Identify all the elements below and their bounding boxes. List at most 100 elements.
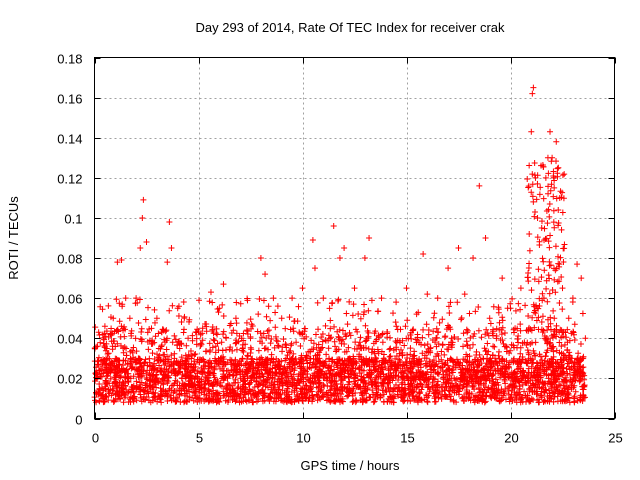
data-point bbox=[332, 348, 339, 355]
data-point bbox=[471, 386, 478, 393]
data-point bbox=[165, 369, 172, 376]
data-point bbox=[545, 323, 552, 330]
data-point bbox=[426, 363, 433, 370]
data-point bbox=[262, 271, 269, 278]
data-point bbox=[114, 382, 121, 389]
data-point bbox=[529, 359, 536, 366]
data-point bbox=[561, 245, 568, 252]
data-point bbox=[361, 308, 368, 315]
data-point bbox=[344, 393, 351, 400]
data-point bbox=[433, 335, 440, 342]
axis-ticks bbox=[94, 57, 616, 420]
data-point bbox=[529, 181, 536, 188]
data-point bbox=[363, 397, 370, 404]
data-point bbox=[485, 348, 492, 355]
data-point bbox=[569, 295, 576, 302]
data-point bbox=[118, 365, 125, 372]
data-point bbox=[346, 329, 353, 336]
data-point bbox=[187, 377, 194, 384]
data-point bbox=[211, 337, 218, 344]
data-point bbox=[548, 332, 555, 339]
data-point bbox=[137, 360, 144, 367]
data-point bbox=[533, 302, 540, 309]
data-point bbox=[165, 378, 172, 385]
data-point bbox=[482, 398, 489, 405]
data-point bbox=[120, 357, 127, 364]
data-point bbox=[118, 373, 125, 380]
data-point bbox=[418, 397, 425, 404]
data-point bbox=[334, 328, 341, 335]
data-point bbox=[197, 356, 204, 363]
data-point bbox=[112, 395, 119, 402]
data-point bbox=[537, 374, 544, 381]
data-point bbox=[402, 323, 409, 330]
data-point bbox=[484, 340, 491, 347]
data-point bbox=[488, 373, 495, 380]
data-point bbox=[515, 339, 522, 346]
data-point bbox=[545, 183, 552, 190]
data-point bbox=[329, 382, 336, 389]
data-point bbox=[236, 367, 243, 374]
data-point bbox=[532, 174, 539, 181]
data-point bbox=[242, 341, 249, 348]
data-point bbox=[487, 320, 494, 327]
data-point bbox=[125, 375, 132, 382]
data-point bbox=[380, 371, 387, 378]
data-point bbox=[410, 378, 417, 385]
data-point bbox=[318, 384, 325, 391]
data-point bbox=[369, 381, 376, 388]
data-point bbox=[482, 331, 489, 338]
data-point bbox=[414, 337, 421, 344]
data-point bbox=[215, 309, 222, 316]
data-point bbox=[464, 366, 471, 373]
data-point bbox=[507, 395, 514, 402]
y-tick-label: 0.02 bbox=[57, 372, 82, 387]
data-point bbox=[505, 374, 512, 381]
data-point bbox=[497, 337, 504, 344]
data-point bbox=[558, 343, 565, 350]
data-point bbox=[474, 362, 481, 369]
data-point bbox=[513, 383, 520, 390]
data-point bbox=[307, 386, 314, 393]
data-point bbox=[113, 357, 120, 364]
data-point bbox=[553, 138, 560, 145]
data-point bbox=[150, 384, 157, 391]
data-point bbox=[562, 396, 569, 403]
data-point bbox=[397, 359, 404, 366]
data-point bbox=[571, 336, 578, 343]
data-point bbox=[244, 353, 251, 360]
data-point bbox=[473, 348, 480, 355]
data-point bbox=[116, 318, 123, 325]
data-point bbox=[357, 354, 364, 361]
data-point bbox=[364, 327, 371, 334]
data-point bbox=[137, 245, 144, 252]
data-point bbox=[561, 397, 568, 404]
data-point bbox=[446, 310, 453, 317]
data-point bbox=[461, 291, 468, 298]
data-point bbox=[170, 382, 177, 389]
data-point bbox=[397, 369, 404, 376]
data-point bbox=[120, 399, 127, 406]
data-point bbox=[576, 358, 583, 365]
data-point bbox=[338, 367, 345, 374]
data-point bbox=[558, 327, 565, 334]
data-point bbox=[479, 393, 486, 400]
data-point bbox=[524, 392, 531, 399]
data-point bbox=[396, 350, 403, 357]
data-point bbox=[162, 372, 169, 379]
data-point bbox=[438, 356, 445, 363]
data-point bbox=[199, 337, 206, 344]
data-point bbox=[303, 353, 310, 360]
data-point bbox=[128, 330, 134, 337]
data-point bbox=[120, 325, 127, 332]
data-point bbox=[574, 397, 581, 404]
data-point bbox=[363, 361, 370, 368]
data-point bbox=[453, 356, 460, 363]
data-point bbox=[257, 255, 264, 262]
data-point bbox=[246, 380, 253, 387]
data-point bbox=[282, 341, 289, 348]
data-point bbox=[352, 374, 359, 381]
data-point bbox=[571, 321, 578, 328]
data-point bbox=[248, 346, 255, 353]
data-point bbox=[192, 384, 199, 391]
